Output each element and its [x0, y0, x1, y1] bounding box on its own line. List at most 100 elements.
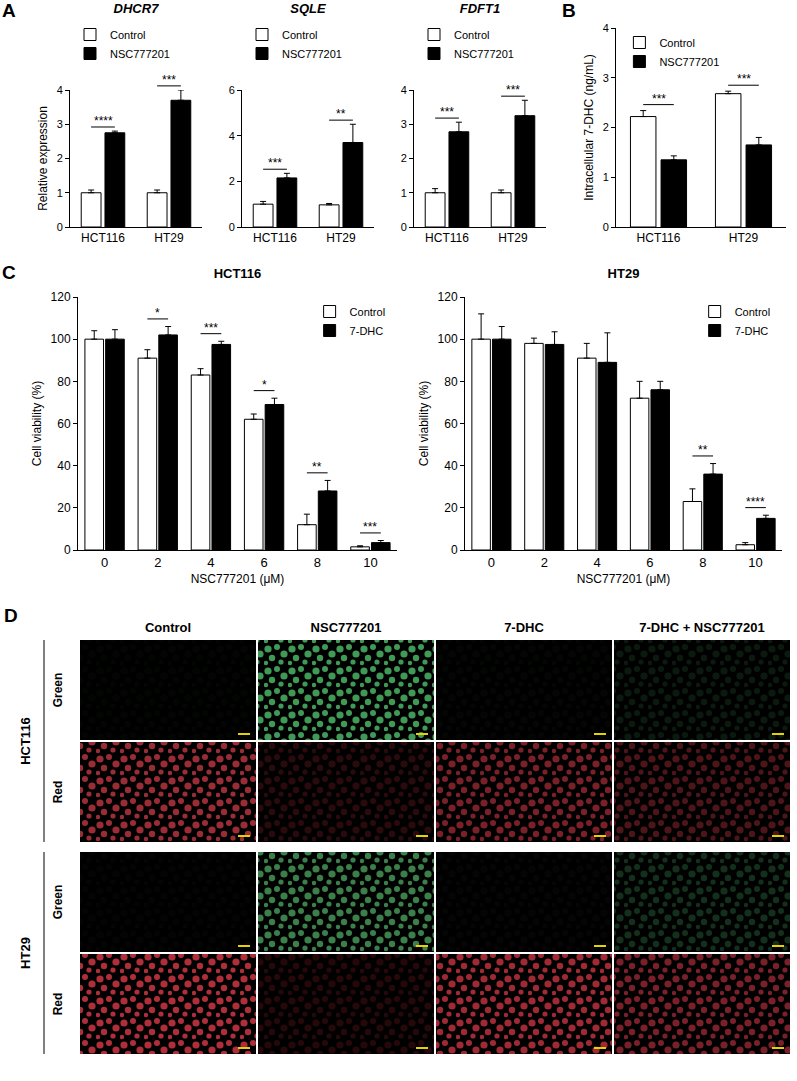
svg-text:4: 4	[593, 555, 600, 570]
svg-text:HCT116: HCT116	[253, 231, 297, 245]
svg-text:2: 2	[154, 555, 161, 570]
svg-text:*: *	[262, 378, 267, 392]
svg-text:Relative expression: Relative expression	[36, 106, 50, 211]
svg-text:Control: Control	[145, 620, 191, 635]
svg-text:Green: Green	[51, 673, 65, 708]
svg-text:2: 2	[541, 555, 548, 570]
svg-text:D: D	[4, 605, 18, 626]
svg-text:HT29: HT29	[498, 231, 528, 245]
svg-text:4: 4	[229, 130, 235, 142]
svg-text:120: 120	[438, 290, 458, 304]
svg-text:40: 40	[57, 459, 71, 473]
svg-text:80: 80	[444, 375, 458, 389]
svg-text:FDFT1: FDFT1	[460, 1, 500, 16]
svg-text:HT29: HT29	[729, 231, 759, 245]
svg-text:6: 6	[229, 84, 235, 96]
svg-text:3: 3	[401, 118, 407, 130]
svg-text:0: 0	[603, 221, 609, 233]
svg-text:20: 20	[444, 501, 458, 515]
svg-text:HCT116: HCT116	[214, 266, 262, 281]
svg-text:3: 3	[57, 118, 63, 130]
svg-text:***: ***	[268, 156, 282, 170]
svg-text:***: ***	[204, 321, 218, 335]
svg-text:Green: Green	[51, 885, 65, 920]
svg-text:0: 0	[488, 555, 495, 570]
svg-text:Control: Control	[659, 37, 694, 49]
svg-text:80: 80	[57, 375, 71, 389]
svg-text:40: 40	[444, 459, 458, 473]
svg-text:Intracellular 7-DHC (ng/mL): Intracellular 7-DHC (ng/mL)	[582, 54, 596, 201]
svg-text:Cell viability (%): Cell viability (%)	[417, 381, 431, 466]
svg-text:***: ***	[363, 520, 377, 534]
svg-text:HT29: HT29	[18, 937, 33, 969]
svg-text:6: 6	[646, 555, 653, 570]
svg-text:100: 100	[51, 332, 71, 346]
svg-text:3: 3	[603, 72, 609, 84]
svg-text:6: 6	[260, 555, 267, 570]
svg-text:***: ***	[652, 92, 666, 106]
svg-text:**: **	[312, 460, 322, 474]
svg-text:10: 10	[363, 555, 377, 570]
svg-text:****: ****	[94, 114, 113, 128]
svg-text:HCT116: HCT116	[81, 231, 125, 245]
svg-text:SQLE: SQLE	[290, 1, 326, 16]
svg-text:7-DHC: 7-DHC	[735, 325, 769, 337]
svg-text:NSC777201: NSC777201	[282, 48, 342, 60]
svg-text:Control: Control	[735, 306, 770, 318]
svg-text:0: 0	[57, 221, 63, 233]
svg-text:NSC777201: NSC777201	[659, 56, 719, 68]
svg-text:8: 8	[314, 555, 321, 570]
svg-text:Control: Control	[282, 29, 317, 41]
svg-text:***: ***	[737, 72, 751, 86]
svg-text:HCT116: HCT116	[18, 717, 33, 765]
svg-text:10: 10	[748, 555, 762, 570]
svg-text:1: 1	[603, 171, 609, 183]
svg-text:0: 0	[451, 543, 458, 557]
svg-text:0: 0	[101, 555, 108, 570]
svg-text:***: ***	[440, 105, 454, 119]
svg-text:HT29: HT29	[326, 231, 356, 245]
svg-text:Control: Control	[454, 29, 489, 41]
svg-text:HCT116: HCT116	[637, 231, 681, 245]
svg-text:1: 1	[57, 187, 63, 199]
svg-text:7-DHC + NSC777201: 7-DHC + NSC777201	[639, 620, 764, 635]
svg-text:Red: Red	[51, 993, 65, 1016]
svg-text:*: *	[155, 306, 160, 320]
svg-text:2: 2	[57, 152, 63, 164]
svg-text:**: **	[698, 443, 708, 457]
svg-text:4: 4	[603, 22, 609, 34]
svg-text:NSC777201 (μM): NSC777201 (μM)	[191, 572, 285, 586]
svg-text:4: 4	[207, 555, 214, 570]
svg-text:2: 2	[401, 152, 407, 164]
svg-text:HCT116: HCT116	[425, 231, 469, 245]
svg-text:***: ***	[506, 83, 520, 97]
svg-text:NSC777201: NSC777201	[311, 620, 382, 635]
svg-text:100: 100	[438, 332, 458, 346]
svg-text:7-DHC: 7-DHC	[504, 620, 544, 635]
svg-text:2: 2	[229, 175, 235, 187]
svg-text:Red: Red	[51, 781, 65, 804]
svg-text:2: 2	[603, 121, 609, 133]
svg-text:4: 4	[57, 84, 63, 96]
svg-text:NSC777201: NSC777201	[454, 48, 514, 60]
svg-text:1: 1	[401, 187, 407, 199]
svg-text:0: 0	[401, 221, 407, 233]
svg-text:***: ***	[162, 73, 176, 87]
svg-text:****: ****	[746, 495, 765, 509]
svg-text:0: 0	[64, 543, 71, 557]
svg-text:0: 0	[229, 221, 235, 233]
svg-text:7-DHC: 7-DHC	[350, 325, 384, 337]
svg-text:**: **	[336, 107, 346, 121]
svg-text:120: 120	[51, 290, 71, 304]
svg-text:NSC777201 (μM): NSC777201 (μM)	[577, 572, 671, 586]
svg-text:Cell viability (%): Cell viability (%)	[30, 381, 44, 466]
svg-text:HT29: HT29	[608, 266, 640, 281]
svg-text:DHCR7: DHCR7	[114, 1, 160, 16]
svg-text:8: 8	[699, 555, 706, 570]
svg-text:60: 60	[444, 417, 458, 431]
svg-text:Control: Control	[110, 29, 145, 41]
svg-text:HT29: HT29	[154, 231, 184, 245]
svg-text:20: 20	[57, 501, 71, 515]
svg-text:4: 4	[401, 84, 407, 96]
svg-text:NSC777201: NSC777201	[110, 48, 170, 60]
